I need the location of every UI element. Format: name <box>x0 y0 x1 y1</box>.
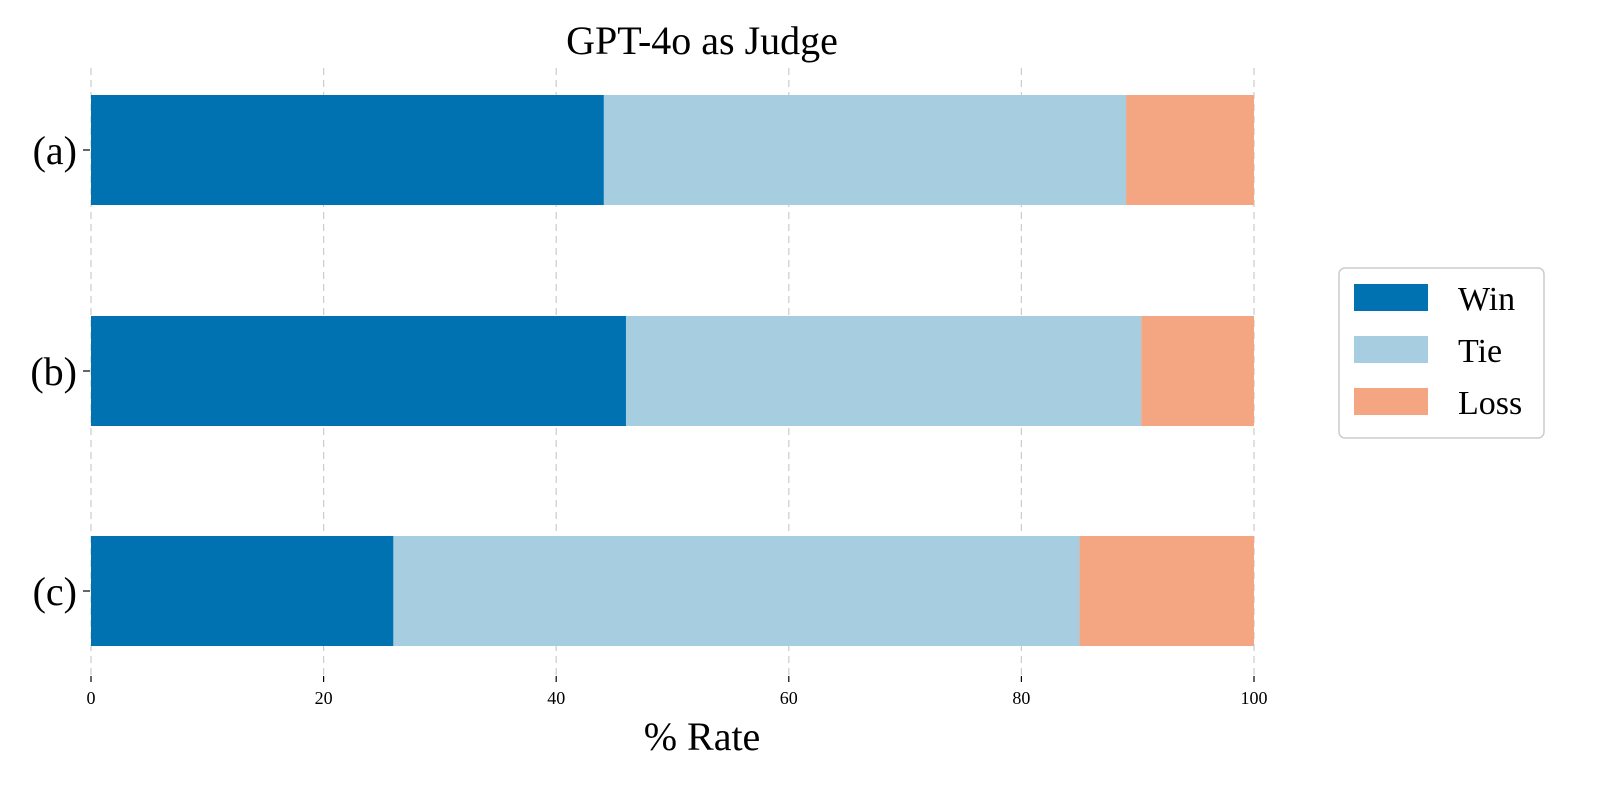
legend-label-loss: Loss <box>1458 385 1522 422</box>
bar-loss-0 <box>1126 95 1254 205</box>
legend-label-win: Win <box>1458 281 1515 318</box>
bar-win-2 <box>91 536 394 646</box>
bar-tie-2 <box>393 536 1080 646</box>
x-axis-label: % Rate <box>644 714 761 759</box>
bar-win-1 <box>91 316 626 426</box>
x-tick-label: 20 <box>315 688 333 708</box>
x-tick-label: 0 <box>87 688 96 708</box>
x-tick-label: 60 <box>780 688 798 708</box>
bar-loss-1 <box>1141 316 1254 426</box>
bar-tie-0 <box>603 95 1127 205</box>
legend-swatch-tie <box>1354 336 1428 363</box>
y-tick-label: (c) <box>33 569 77 614</box>
y-tick-label: (b) <box>30 349 77 394</box>
x-tick-label: 80 <box>1012 688 1030 708</box>
bar-win-0 <box>91 95 604 205</box>
x-tick-label: 100 <box>1241 688 1268 708</box>
legend: Win Tie Loss <box>1338 267 1545 439</box>
legend-swatch-win <box>1354 284 1428 311</box>
y-tick-label: (a) <box>33 128 77 173</box>
chart-title: GPT-4o as Judge <box>566 18 838 63</box>
legend-swatch-loss <box>1354 388 1428 415</box>
legend-label-tie: Tie <box>1458 333 1502 370</box>
x-axis: 0 20 40 60 80 100 <box>87 676 1268 708</box>
x-tick-label: 40 <box>547 688 565 708</box>
bar-tie-1 <box>625 316 1142 426</box>
bar-loss-2 <box>1079 536 1254 646</box>
y-axis: (a) (b) (c) <box>30 128 90 614</box>
bars <box>91 95 1254 646</box>
